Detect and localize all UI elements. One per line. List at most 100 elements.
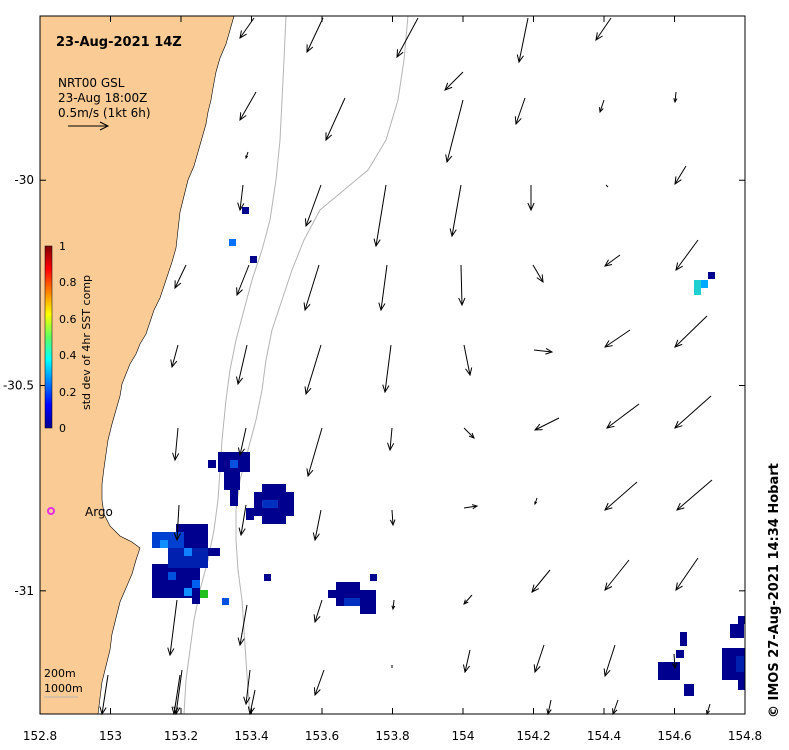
current-vector-head bbox=[676, 502, 685, 511]
argo-label: Argo bbox=[85, 505, 113, 519]
current-vector bbox=[531, 569, 551, 593]
current-vector bbox=[675, 239, 699, 271]
current-vector-head bbox=[604, 502, 613, 511]
current-vector-head bbox=[304, 386, 312, 396]
current-vector bbox=[392, 599, 395, 610]
current-vector bbox=[176, 504, 180, 541]
current-vector-head bbox=[674, 176, 682, 186]
current-vector-head bbox=[304, 218, 312, 228]
current-vector bbox=[604, 481, 638, 511]
current-vector bbox=[239, 91, 257, 121]
x-tick-label: 154 bbox=[452, 729, 475, 743]
argo-float-marker[interactable] bbox=[47, 507, 55, 515]
current-vector-head bbox=[599, 107, 604, 114]
current-vector-head bbox=[306, 468, 314, 478]
current-vector-head bbox=[391, 605, 396, 611]
current-vector bbox=[515, 97, 526, 125]
velocity-scale-arrow bbox=[68, 121, 110, 131]
current-vector bbox=[239, 604, 248, 646]
y-tick-label: -30.5 bbox=[3, 379, 34, 393]
current-vector bbox=[674, 315, 708, 348]
current-vector-head bbox=[237, 202, 245, 212]
depth-legend-200m: 200m bbox=[44, 667, 76, 680]
current-vector-head bbox=[545, 348, 554, 355]
current-vector-head bbox=[468, 432, 475, 439]
current-vector bbox=[314, 509, 322, 541]
current-vector-head bbox=[533, 664, 541, 674]
current-vector bbox=[384, 344, 392, 393]
x-tick-label: 153.4 bbox=[234, 729, 268, 743]
current-vector-head bbox=[534, 501, 538, 506]
current-vector bbox=[463, 594, 473, 605]
current-vector-head bbox=[173, 532, 181, 542]
current-vector bbox=[604, 329, 631, 348]
current-vector-head bbox=[449, 228, 457, 238]
current-vector bbox=[532, 264, 544, 283]
current-vector bbox=[314, 669, 325, 696]
current-vector bbox=[325, 97, 346, 141]
current-vector-head bbox=[531, 584, 540, 593]
current-vector-head bbox=[458, 297, 466, 307]
current-vector-head bbox=[527, 202, 535, 212]
current-vector bbox=[249, 689, 256, 715]
current-vector-head bbox=[236, 376, 244, 386]
x-tick-label: 154.8 bbox=[728, 729, 762, 743]
current-vector bbox=[595, 17, 612, 41]
colorbar-tick: 0.6 bbox=[59, 313, 77, 326]
current-vector bbox=[612, 699, 619, 715]
current-vector bbox=[534, 417, 560, 431]
coastline-land bbox=[39, 15, 235, 715]
current-vector-head bbox=[378, 302, 386, 312]
current-vector-head bbox=[463, 599, 469, 605]
isobath-200m bbox=[183, 15, 287, 715]
current-vector bbox=[174, 264, 187, 289]
x-tick-label: 153.8 bbox=[375, 729, 409, 743]
current-vector bbox=[380, 264, 388, 311]
current-vector-head bbox=[237, 637, 245, 647]
current-vector-head bbox=[672, 662, 678, 670]
current-vector bbox=[463, 427, 475, 439]
current-vector bbox=[606, 403, 640, 429]
current-vector bbox=[239, 184, 244, 211]
current-vector bbox=[674, 165, 687, 185]
current-vector-head bbox=[675, 262, 683, 271]
current-vector bbox=[314, 599, 323, 623]
current-vector-head bbox=[674, 339, 683, 348]
current-vector bbox=[674, 395, 712, 429]
current-vector bbox=[239, 427, 247, 456]
current-vector-head bbox=[674, 420, 683, 429]
colorbar-tick: 0.2 bbox=[59, 386, 77, 399]
x-tick-label: 154.2 bbox=[516, 729, 550, 743]
current-vector bbox=[375, 184, 387, 247]
y-tick-label: -30 bbox=[14, 173, 34, 187]
current-vector bbox=[451, 184, 462, 237]
current-vector-head bbox=[606, 421, 615, 429]
x-tick-label: 153 bbox=[99, 729, 122, 743]
current-vector bbox=[389, 427, 393, 451]
current-vector-head bbox=[389, 519, 396, 527]
current-vector bbox=[673, 653, 676, 669]
current-vector bbox=[305, 184, 322, 227]
current-vector-head bbox=[472, 504, 479, 510]
current-vectors bbox=[99, 17, 713, 716]
current-vector bbox=[464, 649, 471, 673]
current-vector bbox=[599, 99, 605, 113]
current-vector bbox=[173, 674, 181, 715]
current-vector-head bbox=[462, 664, 471, 674]
current-vector bbox=[463, 344, 471, 376]
current-vector bbox=[518, 17, 529, 63]
x-tick-label: 154.4 bbox=[587, 729, 621, 743]
depth-legend-1000m: 1000m bbox=[44, 682, 83, 695]
current-vector bbox=[101, 674, 109, 715]
current-vector-head bbox=[306, 44, 314, 54]
current-vector-head bbox=[396, 49, 404, 59]
axis-ticks: 152.8 153 153.2 153.4 153.6 153.8 154 154.2 154.… bbox=[3, 16, 762, 743]
x-tick-label: 153.6 bbox=[305, 729, 339, 743]
colorbar bbox=[44, 245, 53, 429]
current-vector bbox=[463, 505, 478, 509]
current-vector-head bbox=[172, 452, 180, 462]
current-vector-head bbox=[603, 340, 613, 348]
current-vector-head bbox=[312, 532, 320, 542]
current-vector-head bbox=[245, 155, 249, 160]
